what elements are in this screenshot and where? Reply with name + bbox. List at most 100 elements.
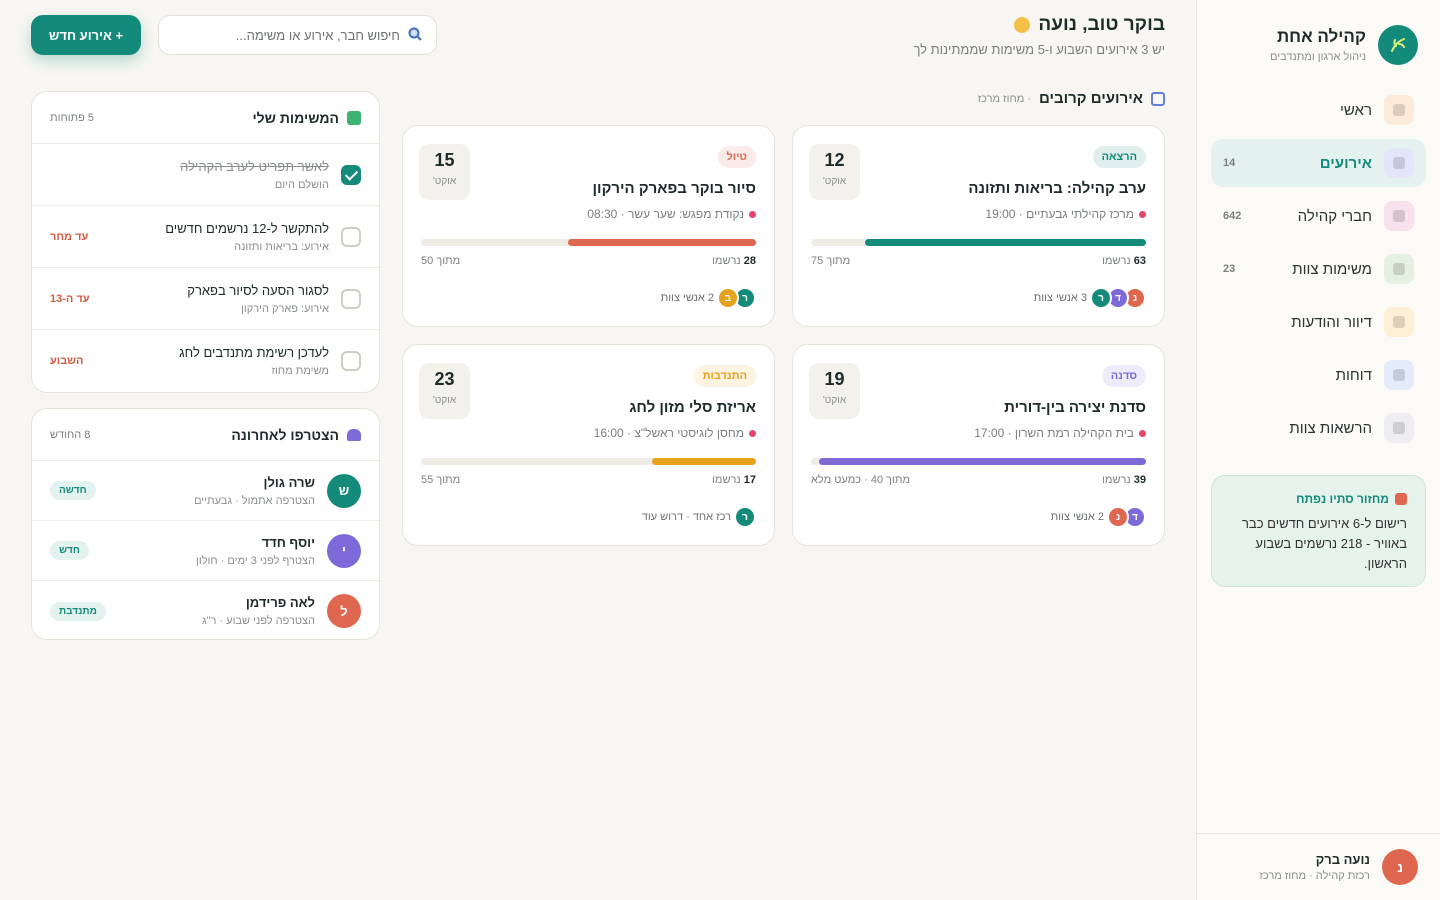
event-place: נקודת מפגש: שער עשר · 08:30 <box>421 207 756 221</box>
task-checkbox[interactable] <box>341 226 361 247</box>
task-text: לסגור הסעה לסיור בפארק אירוע: פארק הירקון <box>187 283 329 315</box>
event-tag: סדנה <box>1101 365 1146 387</box>
capacity-prefix: מתוך <box>436 255 461 267</box>
event-card[interactable]: טיול 15 אוקט' סיור בוקר בפארק הירקון נקודת מ… <box>402 125 775 327</box>
registered: 17 נרשמו <box>712 474 756 486</box>
event-place-text: בית הקהילה רמת השרון · 17:00 <box>974 426 1134 440</box>
nav-item[interactable]: אירועים 14 <box>1211 139 1426 187</box>
registered-label: נרשמו <box>712 255 741 267</box>
user-bar[interactable]: נ נועה ברק רכזת קהילה · מחוז מרכז <box>1197 833 1440 900</box>
member-text: לאה פרידמן הצטרפה לפני שבוע · ר"ג <box>202 595 315 627</box>
member-row[interactable]: י יוסף חדד הצטרף לפני 3 ימים · חולון חדש <box>32 521 379 581</box>
event-place-text: מרכז קהילתי גבעתיים · 19:00 <box>985 207 1134 221</box>
task-row: לאשר תפריט לערב הקהילה הושלם היום <box>32 144 379 206</box>
team-label: 2 אנשי צוות <box>1050 511 1104 523</box>
task-checkbox[interactable] <box>341 288 361 309</box>
logo <box>1378 25 1418 65</box>
task-title: להתקשר ל-12 נרשמים חדשים <box>165 220 329 236</box>
nav-item[interactable]: ראשי <box>1211 86 1426 134</box>
nav-label: אירועים <box>1319 154 1372 172</box>
capacity-value: 55 <box>421 474 434 486</box>
nav-item[interactable]: חברי קהילה 642 <box>1211 192 1426 240</box>
event-month: אוקט' <box>822 395 847 406</box>
event-date: 23 אוקט' <box>419 363 470 419</box>
pin-icon <box>749 210 756 218</box>
icon-glyph <box>1393 422 1405 434</box>
members-title: הצטרפו לאחרונה <box>231 426 339 443</box>
event-place: מרכז קהילתי גבעתיים · 19:00 <box>811 207 1146 221</box>
nav-icon <box>1384 201 1414 231</box>
event-card[interactable]: הרצאה 12 אוקט' ערב קהילה: בריאות ותזונה מרכז… <box>792 125 1165 327</box>
nav-item[interactable]: הרשאות צוות <box>1211 404 1426 452</box>
task-title: לסגור הסעה לסיור בפארק <box>187 282 329 298</box>
registered-label: נרשמו <box>712 474 741 486</box>
event-title: אריזת סלי מזון לחג <box>629 399 756 416</box>
nav-icon <box>1384 148 1414 178</box>
events-scope: · מחוז מרכז <box>977 92 1031 105</box>
progress-fill <box>819 458 1146 465</box>
task-sub: אירוע: בריאות ותזונה <box>234 240 329 253</box>
promo-card: מחזור סתיו נפתח רישום ל-6 אירועים חדשים כ… <box>1211 475 1426 587</box>
event-date: 15 אוקט' <box>419 144 470 200</box>
member-row[interactable]: ל לאה פרידמן הצטרפה לפני שבוע · ר"ג מתנדבת <box>32 581 379 639</box>
members-panel: הצטרפו לאחרונה 8 החודש ש שרה גולן הצטרפה אתמ… <box>31 408 380 640</box>
icon-glyph <box>1393 369 1405 381</box>
tasks-panel: המשימות שלי 5 פתוחות לאשר תפריט לערב הקהיל… <box>31 91 380 393</box>
progress-track <box>811 239 1146 246</box>
task-checkbox[interactable] <box>341 351 361 371</box>
registered-count: 39 <box>1133 474 1146 486</box>
capacity: מתוך 55 <box>421 474 460 486</box>
event-place: בית הקהילה רמת השרון · 17:00 <box>811 426 1146 440</box>
tasks-title: המשימות שלי <box>252 109 339 126</box>
capacity: מתוך 75 <box>811 255 850 267</box>
capacity-note: · כמעט מלא <box>811 474 868 486</box>
nav-item[interactable]: דיוור והודעות <box>1211 298 1426 346</box>
registered-label: נרשמו <box>1102 474 1131 486</box>
member-tag: מתנדבת <box>50 601 106 621</box>
nav-item[interactable]: משימות צוות 23 <box>1211 245 1426 293</box>
event-day: 23 <box>434 369 455 389</box>
event-date: 19 אוקט' <box>809 363 860 419</box>
capacity-value: 75 <box>811 255 824 267</box>
pin-icon <box>1139 429 1146 437</box>
event-card[interactable]: התנדבות 23 אוקט' אריזת סלי מזון לחג מחסן לוג… <box>402 344 775 546</box>
event-place: מחסן לוגיסטי ראשל"צ · 16:00 <box>421 426 756 440</box>
event-day: 19 <box>824 369 845 389</box>
event-month: אוקט' <box>822 176 847 187</box>
team-avatar: ר <box>734 506 756 528</box>
tasks-count: 5 פתוחות <box>50 111 95 124</box>
progress-fill <box>568 239 756 246</box>
team-label: רכז אחד · דרוש עוד <box>641 511 731 523</box>
progress-track <box>421 239 756 246</box>
capacity-prefix: מתוך <box>886 474 911 486</box>
progress-track <box>811 458 1146 465</box>
member-name: יוסף חדד <box>261 534 315 550</box>
team-label: 2 אנשי צוות <box>660 292 714 304</box>
members-header: הצטרפו לאחרונה 8 החודש <box>32 409 379 461</box>
events-title: אירועים קרובים <box>1038 90 1143 107</box>
task-checkbox[interactable] <box>341 164 361 185</box>
brand-tagline: ניהול ארגון ומתנדבים <box>1269 51 1366 63</box>
icon-glyph <box>1393 157 1405 169</box>
progress-fill <box>864 239 1146 246</box>
member-avatar: ל <box>327 594 361 628</box>
events-heading: אירועים קרובים · מחוז מרכז <box>978 90 1165 107</box>
registration-counts: 39 נרשמו מתוך 40 · כמעט מלא <box>811 474 1146 486</box>
nav-label: חברי קהילה <box>1297 207 1372 225</box>
nav-icon <box>1384 254 1414 284</box>
registration-counts: 63 נרשמו מתוך 75 <box>811 255 1146 267</box>
nav-item[interactable]: דוחות <box>1211 351 1426 399</box>
event-card[interactable]: סדנה 19 אוקט' סדנת יצירה בין-דורית בית הקהיל… <box>792 344 1165 546</box>
member-row[interactable]: ש שרה גולן הצטרפה אתמול · גבעתיים חדשה <box>32 461 379 521</box>
registration-counts: 28 נרשמו מתוך 50 <box>421 255 756 267</box>
new-event-button[interactable]: + אירוע חדש <box>31 15 141 55</box>
promo-title-row: מחזור סתיו נפתח <box>1230 492 1407 506</box>
member-avatar: י <box>327 533 361 568</box>
capacity-prefix: מתוך <box>826 255 851 267</box>
search-box[interactable]: חיפוש חבר, אירוע או משימה... <box>158 15 437 55</box>
